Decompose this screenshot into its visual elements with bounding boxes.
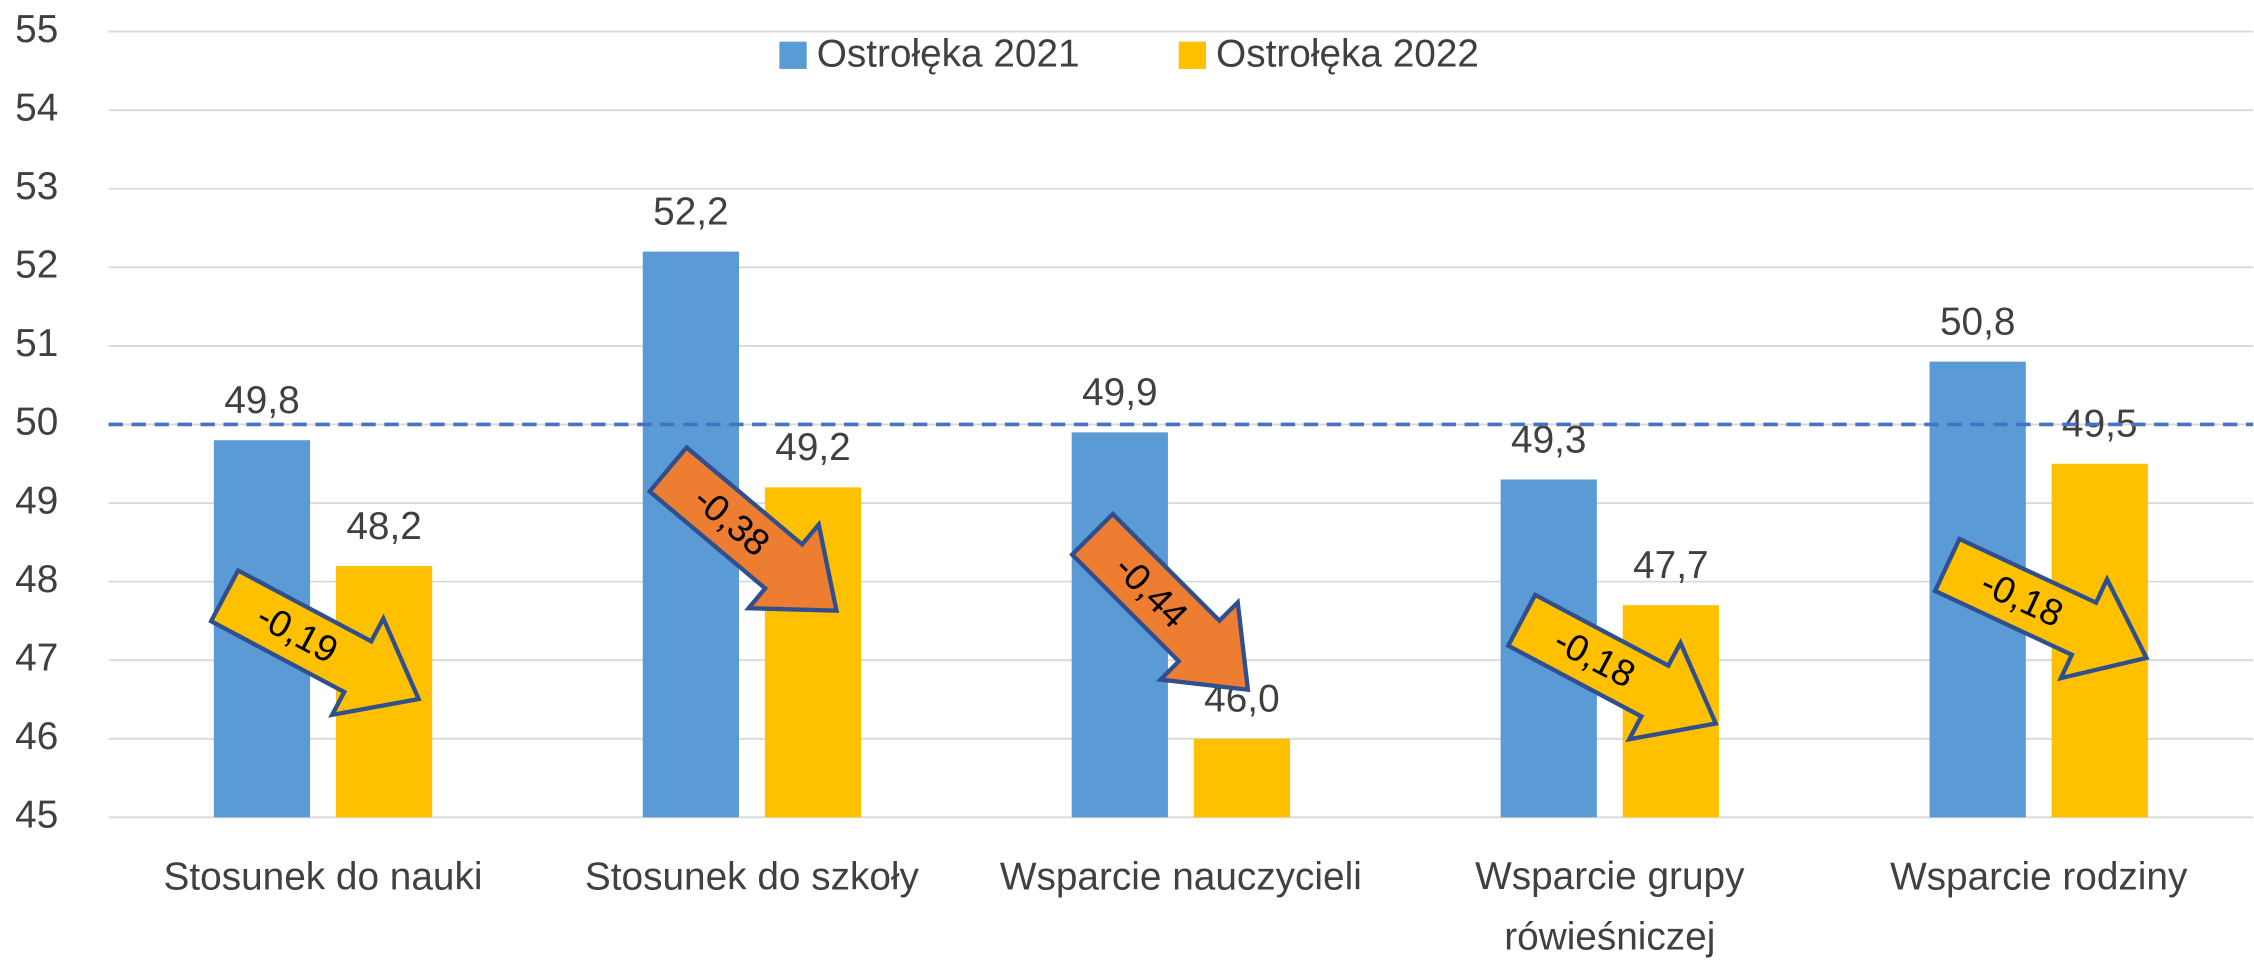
- y-tick-label: 46: [15, 715, 58, 758]
- y-tick-label: 45: [15, 794, 58, 837]
- data-label: 49,2: [775, 426, 850, 469]
- data-label: 52,2: [653, 191, 728, 234]
- y-tick-label: 50: [15, 401, 58, 444]
- y-tick-label: 52: [15, 244, 58, 287]
- legend-swatch: [779, 41, 807, 69]
- legend-label: Ostrołęka 2022: [1216, 32, 1479, 75]
- y-tick-label: 55: [15, 8, 58, 51]
- x-tick-label: Stosunek do szkoły: [585, 855, 920, 898]
- change-arrow: -0,18: [1505, 591, 1719, 743]
- y-tick-label: 54: [15, 86, 58, 129]
- data-label: 50,8: [1940, 301, 2015, 344]
- y-tick-label: 47: [15, 636, 58, 679]
- x-tick-label: Stosunek do nauki: [164, 855, 483, 898]
- change-arrow: -0,19: [208, 567, 422, 718]
- x-tick-line: rówieśniczej: [1504, 916, 1715, 959]
- arrow-shape: [1069, 510, 1251, 693]
- data-label: 49,9: [1082, 371, 1157, 414]
- x-tick-label: Wsparcie rodziny: [1890, 855, 2188, 898]
- arrow-shape: [646, 444, 840, 613]
- x-tick-label: Wsparcie grupy rówieśniczej: [1475, 855, 1745, 958]
- x-tick-line: Wsparcie grupy: [1475, 855, 1745, 898]
- arrow-shape: [208, 567, 422, 718]
- y-tick-label: 49: [15, 479, 58, 522]
- arrow-shape: [1505, 591, 1719, 743]
- y-tick-label: 48: [15, 558, 58, 601]
- data-label: 48,2: [346, 505, 421, 548]
- data-label: 49,8: [224, 379, 299, 422]
- y-tick-label: 51: [15, 322, 58, 365]
- arrow-shape: [1932, 536, 2150, 682]
- x-tick-label: Wsparcie nauczycieli: [1000, 855, 1362, 898]
- data-label: 47,7: [1633, 544, 1708, 587]
- bar: [1193, 738, 1291, 818]
- legend-label: Ostrołęka 2021: [817, 32, 1080, 75]
- legend-swatch: [1178, 41, 1207, 69]
- y-tick-label: 53: [15, 165, 58, 208]
